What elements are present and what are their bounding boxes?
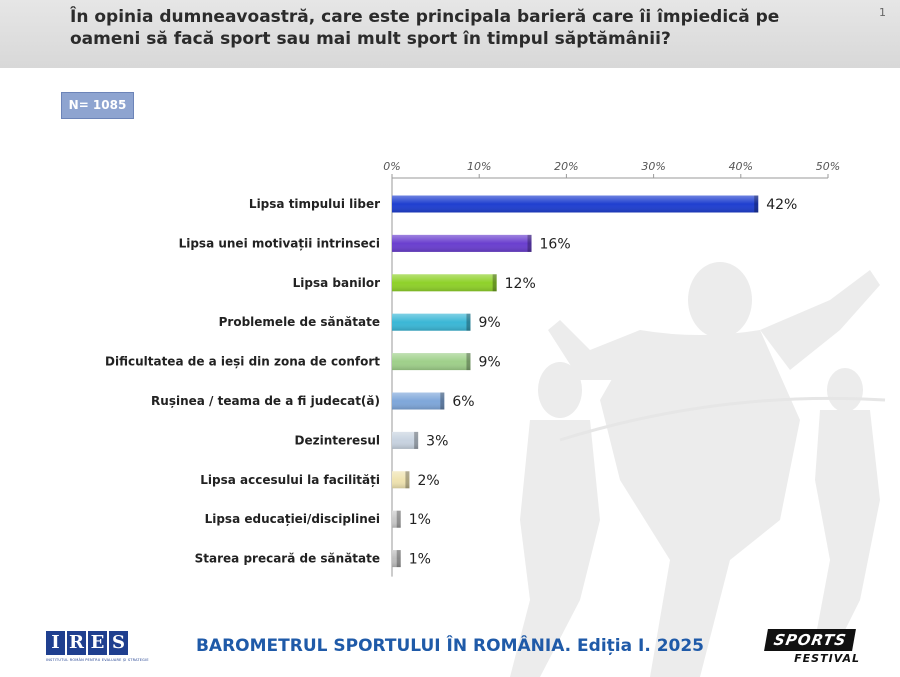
category-labels: Lipsa timpului liber Lipsa unei motivații… [105,197,380,566]
value-label: 3% [426,433,448,449]
value-label: 42% [766,197,797,213]
x-tick-label: 10% [467,160,491,173]
value-label: 16% [540,236,571,252]
bar-end-cap [440,392,445,410]
x-tick-label: 0% [383,160,400,173]
title-line-2: oameni să facă sport sau mai mult sport … [70,29,671,49]
category-label: Rușinea / teama de a fi judecat(ă) [151,394,380,408]
sports-logo-top: SPORTS [764,629,857,651]
bar-shade [392,353,471,371]
bar [392,313,471,331]
bar [392,471,410,489]
sample-size-badge: N= 1085 [61,92,134,119]
category-label: Lipsa educației/disciplinei [205,512,380,526]
value-label: 12% [505,276,536,292]
bar [392,353,471,371]
bars [392,195,759,568]
bar [392,234,532,252]
bar-shade [392,550,401,568]
value-label: 1% [409,512,431,528]
value-label: 6% [452,394,474,410]
bar-shade [392,274,497,292]
bar-shade [392,195,759,213]
title-line-1: În opinia dumneavoastră, care este princ… [70,7,780,27]
bar-end-cap [466,353,471,371]
x-tick-label: 20% [554,160,578,173]
value-label: 2% [417,473,439,489]
slide-mark: 1 [879,6,886,19]
category-label: Lipsa accesului la facilități [200,473,380,487]
bar [392,274,497,292]
value-label: 1% [409,552,431,568]
bar-end-cap [492,274,497,292]
header-banner: În opinia dumneavoastră, care este princ… [0,0,900,68]
ires-logo-subtext: INSTITUTUL ROMÂN PENTRU EVALUARE ȘI STRA… [46,658,149,662]
category-label: Starea precară de sănătate [195,552,380,566]
x-tick-label: 50% [816,160,840,173]
footer-title: BAROMETRUL SPORTULUI ÎN ROMÂNIA. Ediția … [195,636,705,656]
bar-end-cap [396,550,401,568]
bar-shade [392,431,419,449]
sports-festival-logo: SPORTS FESTIVAL [764,629,866,669]
page-title: În opinia dumneavoastră, care este princ… [70,6,870,50]
category-label: Dezinteresul [295,433,380,447]
category-label: Lipsa timpului liber [249,197,380,211]
bar-end-cap [396,510,401,528]
bar-end-cap [405,471,410,489]
ires-letter: S [109,631,128,655]
bar-end-cap [466,313,471,331]
x-tick-label: 40% [729,160,753,173]
bar-shade [392,234,532,252]
value-label: 9% [478,355,500,371]
ires-letter: I [46,631,65,655]
bar-shade [392,471,410,489]
bar-end-cap [754,195,759,213]
bar-end-cap [527,234,532,252]
sports-logo-bottom: FESTIVAL [794,652,860,665]
bar [392,510,401,528]
bar-shade [392,510,401,528]
category-label: Lipsa banilor [293,276,380,290]
bar-end-cap [414,431,419,449]
x-tick-label: 30% [641,160,665,173]
bar [392,195,759,213]
value-labels: 42% 16% 12% 9% 9% 6% 3% 2% 1% 1% [409,197,798,568]
ires-letter: R [67,631,86,655]
chart-axis: 0% 10% 20% 30% 40% 50% [383,160,840,577]
category-label: Problemele de sănătate [219,315,380,329]
bar [392,392,445,410]
bar-shade [392,392,445,410]
bar-shade [392,313,471,331]
ires-letter: E [88,631,107,655]
bar [392,550,401,568]
category-label: Lipsa unei motivații intrinseci [179,236,380,250]
category-label: Dificultatea de a ieși din zona de confo… [105,355,380,369]
bar [392,431,419,449]
value-label: 9% [478,315,500,331]
